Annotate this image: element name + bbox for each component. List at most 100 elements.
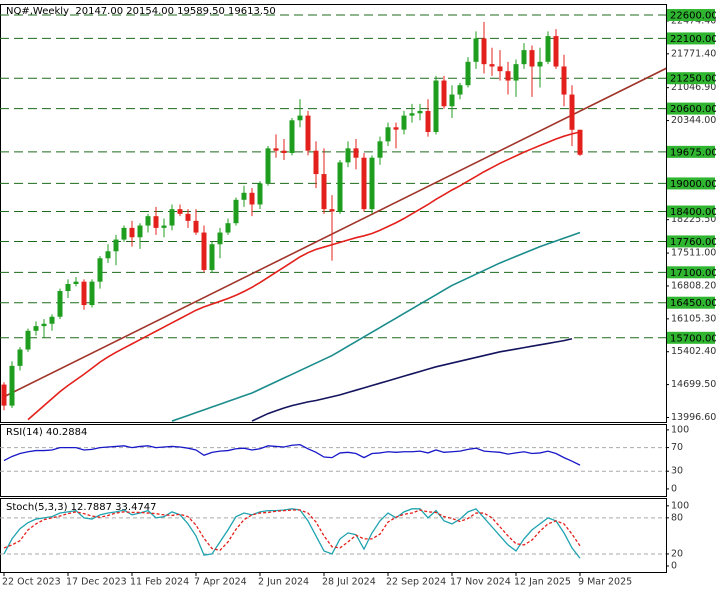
candle-body	[49, 316, 55, 324]
series-line	[3, 509, 581, 552]
candle-body	[521, 50, 527, 65]
candle-body	[545, 36, 551, 62]
candle-body	[569, 94, 575, 130]
candle-body	[297, 115, 303, 121]
candle-body	[393, 127, 399, 130]
level-label-box	[667, 72, 715, 85]
candle-body	[537, 61, 543, 67]
candle-body	[313, 150, 319, 175]
level-label-box	[667, 296, 715, 309]
candle-body	[81, 281, 87, 306]
candle-body	[121, 227, 127, 240]
candle-body	[41, 323, 47, 327]
candle-body	[73, 281, 79, 285]
y-tick-label: 16808.20	[671, 280, 716, 291]
y-tick-label: 100	[671, 500, 689, 511]
candle-body	[65, 284, 71, 292]
candle-body	[449, 94, 455, 107]
candle-body	[329, 209, 335, 212]
y-tick-label: 0	[671, 483, 677, 494]
candle-body	[337, 162, 343, 212]
candle-body	[185, 213, 191, 221]
candle-body	[553, 36, 559, 67]
candle-body	[305, 115, 311, 151]
candle-body	[377, 141, 383, 158]
candle-body	[209, 244, 215, 270]
candle-body	[1, 384, 7, 406]
level-label: 19675.00	[670, 147, 716, 158]
candle-body	[457, 85, 463, 95]
candle-body	[361, 157, 367, 210]
candle-body	[441, 80, 447, 107]
level-label: 20600.00	[670, 104, 716, 115]
price-panel-border	[0, 4, 667, 423]
candle-body	[129, 227, 135, 238]
candle-body	[265, 148, 271, 184]
series-line	[3, 508, 581, 559]
x-tick-label: 17 Nov 2024	[450, 577, 511, 588]
candle-body	[257, 183, 263, 205]
candle-body	[249, 192, 255, 205]
level-label-box	[667, 102, 715, 115]
level-label: 19000.00	[670, 179, 716, 190]
level-label: 18400.00	[670, 207, 716, 218]
candle-body	[233, 199, 239, 224]
chart-title: NQ#,Weekly 20147.00 20154.00 19589.50 19…	[6, 6, 276, 17]
level-label: 17760.00	[670, 237, 716, 248]
level-label: 22100.00	[670, 34, 716, 45]
candle-body	[529, 50, 535, 67]
candle-body	[369, 157, 375, 210]
candle-body	[241, 192, 247, 200]
candle-body	[465, 61, 471, 86]
y-tick-label: 13996.60	[671, 412, 716, 423]
series-line	[251, 337, 573, 422]
level-label: 15700.00	[670, 333, 716, 344]
y-tick-label: 17511.00	[671, 248, 716, 259]
candle-body	[89, 281, 95, 306]
candle-body	[217, 232, 223, 245]
candle-body	[25, 330, 31, 350]
candle-body	[353, 148, 359, 158]
y-tick-label: 20	[671, 548, 683, 559]
candle-body	[201, 232, 207, 270]
candle-body	[497, 66, 503, 72]
candle-body	[225, 223, 231, 233]
y-tick-label: 14699.50	[671, 379, 716, 390]
candle-body	[137, 225, 143, 238]
candle-body	[433, 80, 439, 132]
candle-body	[17, 349, 23, 366]
level-label-box	[667, 145, 715, 158]
candle-body	[425, 110, 431, 132]
x-tick-label: 17 Dec 2023	[66, 577, 127, 588]
level-label-box	[667, 266, 715, 279]
level-label-box	[667, 32, 715, 45]
candle-body	[401, 115, 407, 130]
series-line	[171, 231, 581, 422]
y-tick-label: 0	[671, 560, 677, 571]
y-tick-label: 21771.40	[671, 48, 716, 59]
rsi-panel-border	[0, 424, 667, 497]
x-tick-label: 12 Jan 2025	[514, 577, 571, 588]
y-tick-label: 16105.30	[671, 313, 716, 324]
candle-body	[409, 113, 415, 116]
level-label-box	[667, 177, 715, 190]
y-tick-label: 20344.00	[671, 115, 716, 126]
level-label: 21250.00	[670, 74, 716, 85]
series-line	[3, 443, 581, 466]
candle-body	[169, 209, 175, 226]
x-tick-label: 9 Mar 2025	[578, 577, 632, 588]
y-tick-label: 18225.50	[671, 214, 716, 225]
panel-0	[0, 14, 666, 422]
level-label-box	[667, 9, 715, 22]
candle-body	[561, 66, 567, 95]
x-tick-label: 2 Jun 2024	[258, 577, 309, 588]
level-label-box	[667, 205, 715, 218]
level-label: 16450.00	[670, 298, 716, 309]
trend-line	[3, 67, 666, 398]
level-label: 17100.00	[670, 268, 716, 279]
candle-body	[489, 64, 495, 67]
candle-body	[513, 64, 519, 81]
x-tick-label: 28 Jul 2024	[322, 577, 376, 588]
